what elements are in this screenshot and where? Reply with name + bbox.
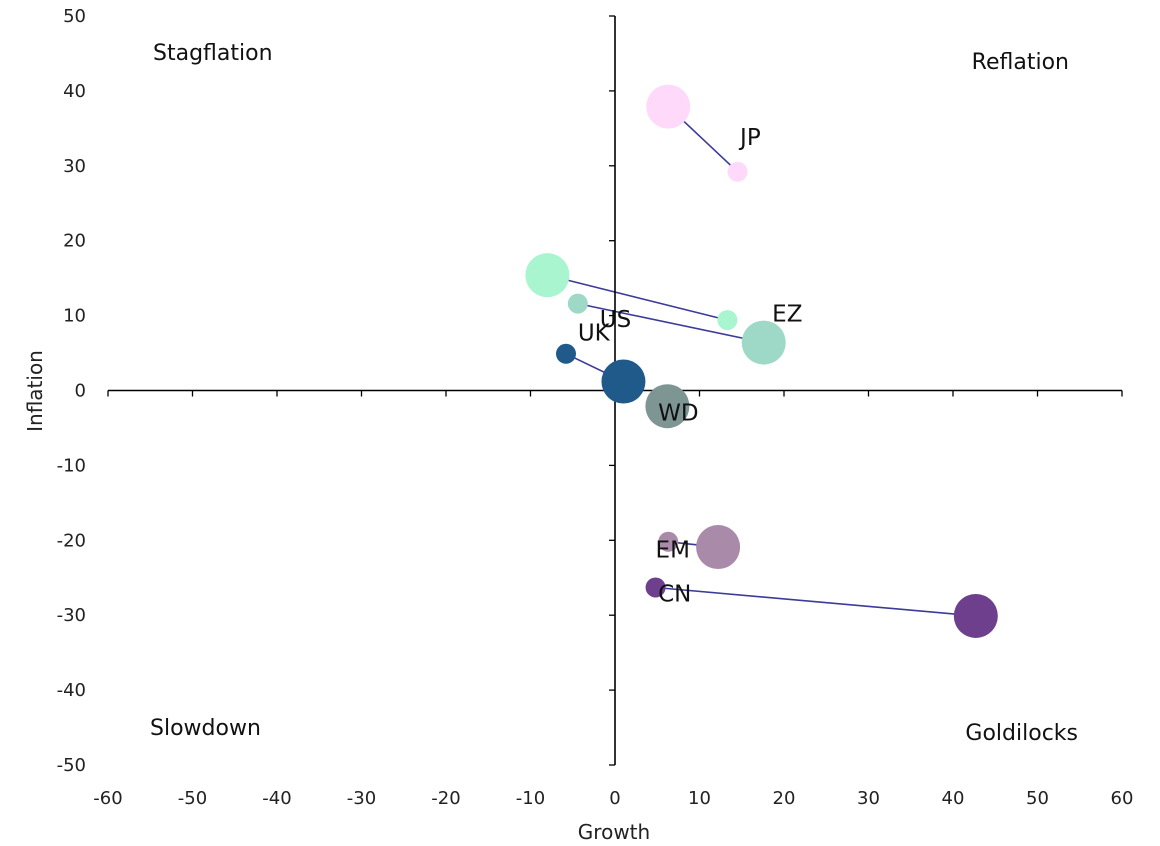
- x-tick-label: -50: [178, 788, 207, 809]
- bubble-jp-large: [646, 84, 691, 129]
- connector-line-ez: [547, 274, 728, 321]
- y-tick-label: -30: [57, 605, 86, 626]
- y-tick-label: 20: [63, 231, 86, 252]
- x-tick-label: -10: [516, 788, 545, 809]
- bubble-em-large: [696, 525, 741, 570]
- x-tick-label: 20: [773, 788, 796, 809]
- quadrant-label-goldilocks: Goldilocks: [965, 721, 1078, 746]
- y-tick-label: 50: [63, 6, 86, 27]
- quadrant-label-reflation: Reflation: [972, 50, 1069, 75]
- point-label-jp: JP: [738, 125, 761, 151]
- x-tick-label: 50: [1026, 788, 1049, 809]
- y-tick-label: -50: [57, 755, 86, 776]
- x-axis-title: Growth: [578, 820, 650, 844]
- point-label-wd: WD: [658, 400, 698, 426]
- x-tick-label: 10: [688, 788, 711, 809]
- bubble-us-small: [567, 293, 588, 314]
- point-label-ez: EZ: [772, 302, 802, 328]
- x-tick-labels: -60 -50 -40 -30 -20 -10 0 10 20 30 40 50 60: [93, 788, 1133, 809]
- bubbles: [525, 84, 998, 638]
- bubble-ez-small: [717, 310, 738, 331]
- connector-lines: [547, 106, 976, 617]
- bubble-uk-small: [555, 343, 576, 364]
- y-tick-label: 10: [63, 306, 86, 327]
- point-label-uk: UK: [578, 320, 611, 346]
- bubble-uk-large: [601, 359, 646, 404]
- x-tick-label: 40: [942, 788, 965, 809]
- bubble-wd-large: [645, 384, 690, 429]
- bubble-em-small: [658, 531, 679, 552]
- bubble-ez-large: [525, 253, 570, 298]
- x-tick-label: 0: [609, 788, 620, 809]
- point-label-cn: CN: [658, 582, 691, 608]
- y-tick-label: -40: [57, 680, 86, 701]
- y-tick-label: 0: [75, 381, 86, 402]
- bubble-cn-large: [953, 593, 998, 638]
- point-label-em: EM: [656, 538, 690, 564]
- x-tick-label: 60: [1111, 788, 1134, 809]
- quadrant-label-stagflation: Stagflation: [153, 41, 273, 66]
- quadrant-label-slowdown: Slowdown: [150, 716, 261, 741]
- bubble-cn-small: [645, 577, 666, 598]
- y-tick-label: -20: [57, 530, 86, 551]
- y-tick-label: -10: [57, 455, 86, 476]
- x-tick-label: -40: [262, 788, 291, 809]
- x-tick-label: -20: [431, 788, 460, 809]
- bubble-jp-small: [727, 161, 748, 182]
- quadrant-labels: Stagflation Reflation Slowdown Goldilocks: [150, 41, 1078, 746]
- y-tick-label: 30: [63, 156, 86, 177]
- x-tick-label: -30: [347, 788, 376, 809]
- x-tick-label: -60: [93, 788, 122, 809]
- connector-line-cn: [655, 586, 976, 617]
- point-label-us: US: [600, 307, 631, 333]
- y-tick-labels: -50 -40 -30 -20 -10 0 10 20 30 40 50: [57, 6, 86, 776]
- y-axis-title: Inflation: [23, 350, 47, 432]
- bubble-us-large: [741, 320, 786, 365]
- connector-line-us: [577, 302, 764, 344]
- y-tick-label: 40: [63, 81, 86, 102]
- x-tick-label: 30: [857, 788, 880, 809]
